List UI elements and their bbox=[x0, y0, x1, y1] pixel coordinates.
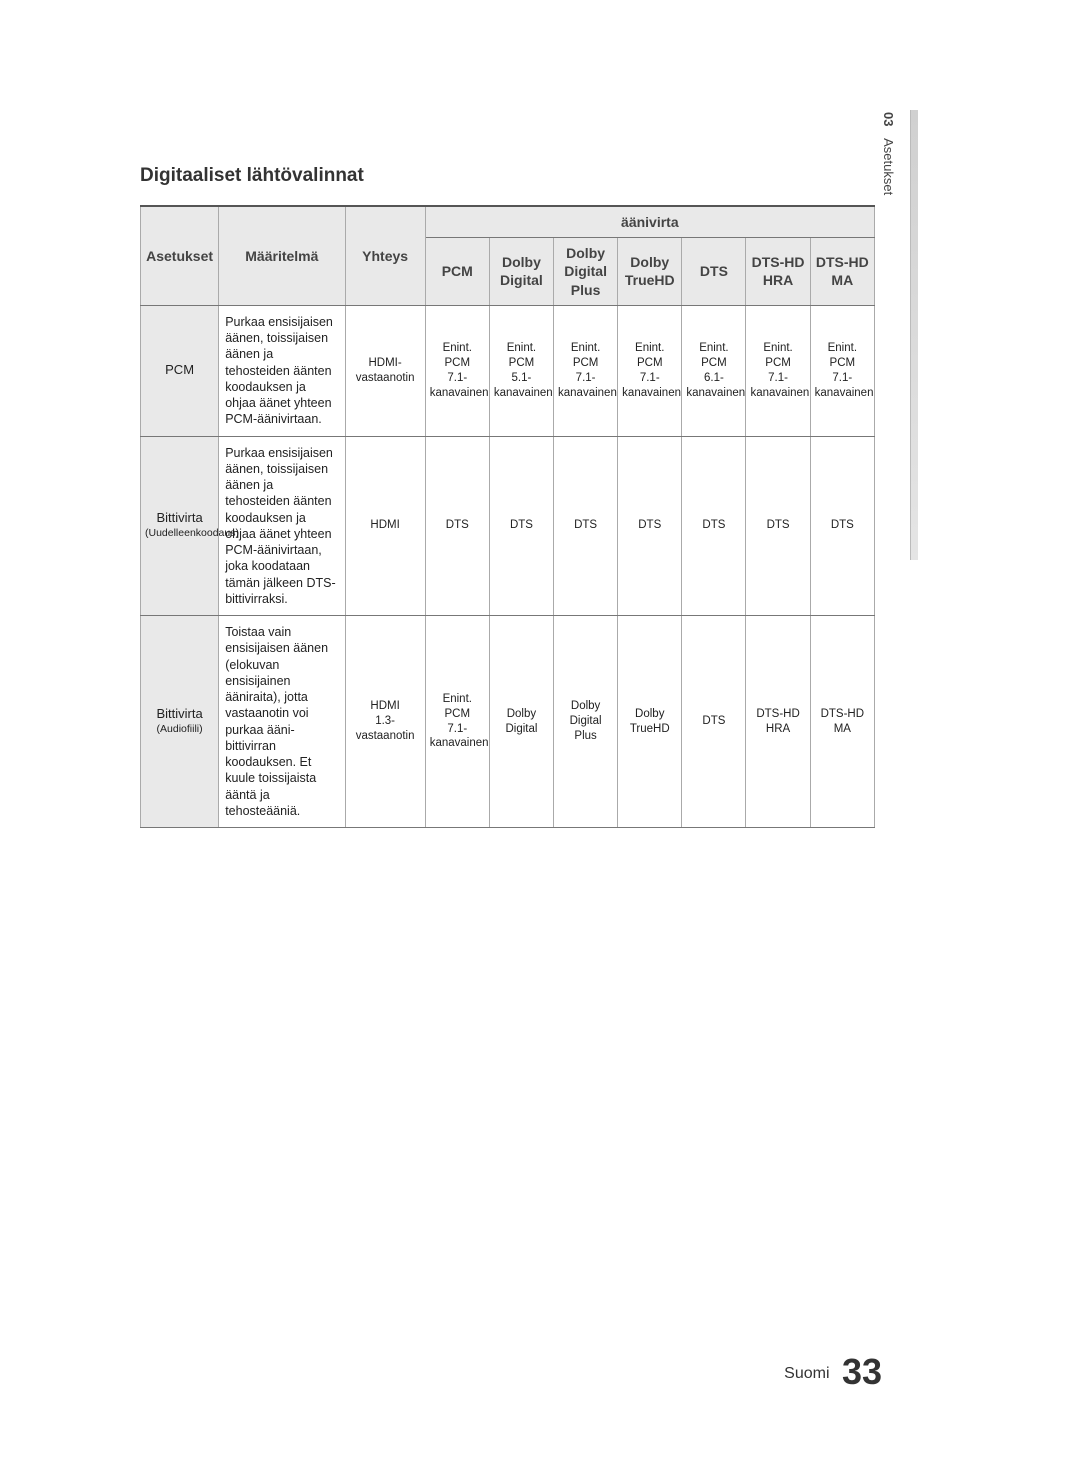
cell: DTS bbox=[618, 436, 682, 616]
cell: DTS bbox=[489, 436, 553, 616]
cell: DolbyDigital bbox=[489, 616, 553, 828]
row-label: PCM bbox=[141, 305, 219, 436]
footer-page-number: 33 bbox=[842, 1351, 882, 1392]
col-header-audio-3: DolbyTrueHD bbox=[618, 238, 682, 306]
section-title: Digitaaliset lähtövalinnat bbox=[140, 165, 875, 187]
col-header-definition: Määritelmä bbox=[219, 206, 345, 305]
cell: DTS bbox=[554, 436, 618, 616]
row-label-sub: (Uudelleenkoodaus) bbox=[145, 527, 214, 541]
cell: DTS bbox=[425, 436, 489, 616]
cell: DTS bbox=[746, 436, 810, 616]
row-definition: Purkaa ensisijaisen äänen, toissijaisen … bbox=[219, 436, 345, 616]
col-header-connection: Yhteys bbox=[345, 206, 425, 305]
cell: Enint. PCM7.1-kanavainen bbox=[746, 305, 810, 436]
cell: DTS-HDMA bbox=[810, 616, 874, 828]
cell: Enint. PCM6.1-kanavainen bbox=[682, 305, 746, 436]
cell: Enint. PCM5.1-kanavainen bbox=[489, 305, 553, 436]
cell: Enint. PCM7.1-kanavainen bbox=[425, 616, 489, 828]
row-connection: HDMI1.3-vastaanotin bbox=[345, 616, 425, 828]
row-definition: Toistaa vain ensisijaisen äänen (elokuva… bbox=[219, 616, 345, 828]
cell: DTS bbox=[682, 616, 746, 828]
digital-output-table: Asetukset Määritelmä Yhteys äänivirta PC… bbox=[140, 205, 875, 828]
cell: Enint. PCM7.1-kanavainen bbox=[810, 305, 874, 436]
col-header-audio-5: DTS-HDHRA bbox=[746, 238, 810, 306]
col-header-audio-2: DolbyDigitalPlus bbox=[554, 238, 618, 306]
side-tab: 03 Asetukset bbox=[881, 112, 896, 195]
cell: DTS bbox=[682, 436, 746, 616]
cell: DTS-HDHRA bbox=[746, 616, 810, 828]
row-label-sub: (Audiofiili) bbox=[145, 723, 214, 737]
table-row: Bittivirta (Uudelleenkoodaus) Purkaa ens… bbox=[141, 436, 875, 616]
row-label: Bittivirta (Uudelleenkoodaus) bbox=[141, 436, 219, 616]
cell: Enint. PCM7.1-kanavainen bbox=[618, 305, 682, 436]
side-tab-label: Asetukset bbox=[881, 138, 896, 195]
table-row: Bittivirta (Audiofiili) Toistaa vain ens… bbox=[141, 616, 875, 828]
footer-language: Suomi bbox=[784, 1365, 829, 1382]
cell: Enint. PCM7.1-kanavainen bbox=[554, 305, 618, 436]
col-header-audio-0: PCM bbox=[425, 238, 489, 306]
side-tab-number: 03 bbox=[881, 112, 896, 126]
cell: DolbyDigital Plus bbox=[554, 616, 618, 828]
cell: Enint. PCM7.1-kanavainen bbox=[425, 305, 489, 436]
row-label-main: Bittivirta bbox=[156, 706, 202, 721]
page-footer: Suomi 33 bbox=[784, 1351, 882, 1393]
side-scrollbar-decor bbox=[910, 110, 918, 560]
row-label-main: PCM bbox=[165, 362, 194, 377]
cell: DolbyTrueHD bbox=[618, 616, 682, 828]
col-header-audio-1: DolbyDigital bbox=[489, 238, 553, 306]
col-header-audio-group: äänivirta bbox=[425, 206, 874, 238]
page-content: Digitaaliset lähtövalinnat Asetukset Mää… bbox=[140, 165, 875, 828]
col-header-settings: Asetukset bbox=[141, 206, 219, 305]
row-connection: HDMI bbox=[345, 436, 425, 616]
col-header-audio-6: DTS-HDMA bbox=[810, 238, 874, 306]
row-definition: Purkaa ensisijaisen äänen, toissijaisen … bbox=[219, 305, 345, 436]
table-row: PCM Purkaa ensisijaisen äänen, toissijai… bbox=[141, 305, 875, 436]
row-label: Bittivirta (Audiofiili) bbox=[141, 616, 219, 828]
cell: DTS bbox=[810, 436, 874, 616]
col-header-audio-4: DTS bbox=[682, 238, 746, 306]
row-label-main: Bittivirta bbox=[156, 510, 202, 525]
row-connection: HDMI-vastaanotin bbox=[345, 305, 425, 436]
